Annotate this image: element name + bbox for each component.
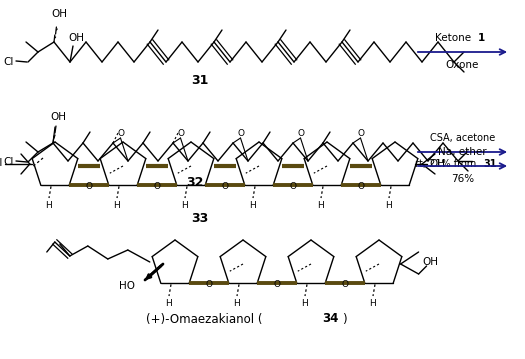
Text: H: H bbox=[302, 299, 308, 308]
Text: 76%: 76% bbox=[451, 174, 474, 184]
Text: O: O bbox=[358, 182, 364, 191]
Text: 33: 33 bbox=[192, 211, 208, 224]
Text: H: H bbox=[113, 201, 120, 210]
Text: Oxone: Oxone bbox=[446, 60, 479, 70]
Text: OH: OH bbox=[429, 159, 445, 169]
Text: OH: OH bbox=[50, 112, 66, 122]
Text: CSA, acetone: CSA, acetone bbox=[430, 133, 495, 143]
Text: H: H bbox=[249, 201, 256, 210]
Text: HO: HO bbox=[119, 281, 135, 291]
Text: O: O bbox=[86, 182, 92, 191]
Text: O: O bbox=[297, 130, 304, 139]
Text: H: H bbox=[386, 201, 392, 210]
Text: H: H bbox=[182, 201, 188, 210]
Text: H: H bbox=[234, 299, 240, 308]
Text: O: O bbox=[274, 280, 280, 289]
Text: 31: 31 bbox=[484, 159, 497, 169]
Text: 34: 34 bbox=[322, 312, 338, 326]
Text: Cl: Cl bbox=[0, 158, 3, 168]
Text: H: H bbox=[370, 299, 376, 308]
Text: Ketone: Ketone bbox=[435, 33, 474, 43]
Text: O: O bbox=[117, 130, 124, 139]
Text: H: H bbox=[165, 299, 172, 308]
Text: O: O bbox=[289, 182, 297, 191]
Text: OH: OH bbox=[68, 33, 84, 43]
Text: H: H bbox=[318, 201, 324, 210]
Text: O: O bbox=[153, 182, 161, 191]
Text: ): ) bbox=[342, 312, 347, 326]
Text: O: O bbox=[341, 280, 349, 289]
Text: OH: OH bbox=[423, 257, 438, 267]
Text: O: O bbox=[237, 130, 244, 139]
Text: 1: 1 bbox=[478, 33, 485, 43]
Text: O: O bbox=[177, 130, 184, 139]
Text: Cl: Cl bbox=[4, 157, 14, 167]
Text: O: O bbox=[222, 182, 228, 191]
Text: 32: 32 bbox=[186, 176, 204, 188]
Text: Cl: Cl bbox=[4, 57, 14, 67]
Text: 31: 31 bbox=[191, 74, 209, 87]
Text: O: O bbox=[357, 130, 364, 139]
Text: O: O bbox=[205, 280, 213, 289]
Text: Na, ether: Na, ether bbox=[438, 147, 487, 157]
Text: (+)-Omaezakianol (: (+)-Omaezakianol ( bbox=[145, 312, 262, 326]
Text: H: H bbox=[46, 201, 52, 210]
Text: OH: OH bbox=[51, 9, 67, 19]
Text: rt, 21% from: rt, 21% from bbox=[415, 159, 480, 169]
